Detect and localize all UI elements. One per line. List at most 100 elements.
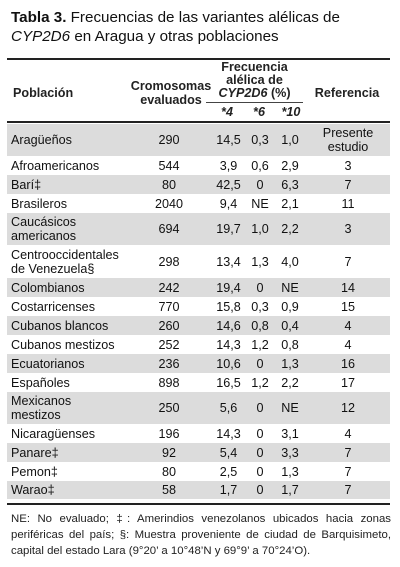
cell-cromosomas-text: 80	[161, 464, 176, 479]
cell-referencia: 16	[306, 354, 390, 373]
cell-poblacion: Afroamericanos	[7, 156, 127, 175]
cell-allele-6: 0	[246, 424, 274, 443]
cell-allele-4-text: 15,8	[216, 299, 241, 314]
cell-allele-10: 3,3	[274, 443, 306, 462]
cell-poblacion: Costarricenses	[7, 297, 127, 316]
title-text-before: Frecuencias de las variantes alélicas de	[66, 9, 340, 26]
cell-allele-10: 1,3	[274, 354, 306, 373]
cell-allele-6-text: 0	[256, 483, 264, 497]
cell-allele-10: 0,8	[274, 335, 306, 354]
cell-referencia: 7	[306, 462, 390, 481]
cell-allele-10-text: 0,4	[281, 318, 299, 333]
cell-allele-6-text: 0	[256, 177, 264, 192]
cell-allele-6: 0,8	[246, 316, 274, 335]
cell-allele-4-text: 10,6	[216, 356, 241, 371]
cell-poblacion-text: Españoles	[11, 375, 70, 390]
cell-poblacion-text: Colombianos	[11, 280, 85, 295]
cell-allele-4: 16,5	[211, 373, 246, 392]
cell-allele-4: 1,7	[211, 481, 246, 499]
cell-allele-4-text: 13,4	[216, 254, 241, 269]
header-cromosomas: Cromosomas evaluados	[130, 79, 212, 107]
cell-referencia-text: 3	[344, 222, 352, 236]
cell-poblacion-text: Aragüeños	[11, 133, 72, 147]
cell-cromosomas-text: 544	[158, 158, 180, 173]
table-row: Panare‡ 92 5,4 0 3,3 7	[7, 443, 390, 462]
cell-allele-6: 1,3	[246, 245, 274, 278]
cell-allele-10-text: 6,3	[281, 177, 299, 192]
cell-poblacion-text: Cubanos mestizos	[11, 337, 115, 352]
cell-referencia-text: 14	[340, 280, 355, 295]
cell-poblacion: Warao‡	[7, 481, 127, 499]
header-frecuencia-line3: CYP2D6 (%)	[206, 86, 303, 100]
cell-cromosomas-text: 898	[158, 375, 180, 390]
cell-allele-4: 42,5	[211, 175, 246, 194]
cell-cromosomas-text: 770	[158, 299, 180, 314]
cell-allele-4-text: 3,9	[219, 158, 238, 173]
cell-referencia: 4	[306, 335, 390, 354]
cell-referencia-text: 7	[344, 445, 352, 460]
cell-poblacion: Centrooccidentales de Venezuela§	[7, 245, 127, 278]
cell-cromosomas: 58	[127, 481, 211, 499]
cell-allele-6: 0,3	[246, 124, 274, 156]
cell-allele-4: 15,8	[211, 297, 246, 316]
cell-poblacion-text: Centrooccidentales de Venezuela§	[11, 247, 119, 276]
cell-allele-10-text: 2,2	[281, 375, 299, 390]
cell-allele-6-text: 1,2	[251, 375, 269, 390]
cell-cromosomas: 898	[127, 373, 211, 392]
cell-allele-6: 1,2	[246, 335, 274, 354]
cell-referencia-text: 4	[344, 426, 352, 441]
cell-allele-4: 14,5	[211, 124, 246, 156]
header-allele-10: *10	[281, 105, 301, 119]
table-row: Pemon‡ 80 2,5 0 1,3 7	[7, 462, 390, 481]
table-row: Nicaragüenses 196 14,3 0 3,1 4	[7, 424, 390, 443]
cell-allele-4-text: 2,5	[219, 464, 238, 479]
cell-allele-6: 0	[246, 443, 274, 462]
frequency-table: Aragüeños 290 14,5 0,3 1,0 Presente estudio Af…	[7, 124, 390, 499]
cell-allele-10: NE	[274, 278, 306, 297]
cell-allele-4: 14,6	[211, 316, 246, 335]
cell-cromosomas: 250	[127, 392, 211, 424]
table-body: Aragüeños 290 14,5 0,3 1,0 Presente estudio Af…	[7, 124, 390, 499]
cell-allele-10-text: 4,0	[281, 254, 299, 269]
cell-allele-6-text: 0	[256, 445, 264, 460]
cell-allele-10-text: NE	[281, 280, 299, 295]
cell-allele-10-text: 1,7	[281, 483, 299, 497]
cell-cromosomas-text: 694	[158, 222, 180, 236]
cell-referencia-text: Presente estudio	[322, 126, 374, 154]
cell-allele-6: 0	[246, 462, 274, 481]
cell-referencia-text: 11	[341, 196, 355, 211]
cell-referencia: 7	[306, 443, 390, 462]
cell-allele-10: 3,1	[274, 424, 306, 443]
cell-allele-10: 2,9	[274, 156, 306, 175]
cell-allele-6: 0	[246, 481, 274, 499]
cell-poblacion-text: Pemon‡	[11, 464, 58, 479]
cell-allele-4-text: 5,6	[219, 401, 238, 415]
cell-allele-4-text: 9,4	[219, 196, 238, 211]
cell-allele-6: 0	[246, 392, 274, 424]
cell-poblacion: Españoles	[7, 373, 127, 392]
cell-cromosomas-text: 298	[158, 254, 180, 269]
header-frecuencia-gene: CYP2D6	[218, 86, 268, 100]
title-text-after: en Aragua y otras poblaciones	[70, 28, 279, 45]
cell-allele-4-text: 19,7	[216, 222, 241, 236]
cell-poblacion: Mexicanos mestizos	[7, 392, 127, 424]
header-subrule	[206, 102, 303, 103]
cell-allele-10-text: 1,3	[281, 464, 299, 479]
cell-referencia: 17	[306, 373, 390, 392]
cell-referencia: 12	[306, 392, 390, 424]
header-allele-6: *6	[253, 105, 265, 119]
cell-allele-10-text: 3,3	[281, 445, 299, 460]
header-frecuencia-unit: (%)	[267, 86, 291, 100]
cell-cromosomas-text: 58	[161, 483, 176, 497]
title-gene: CYP2D6	[11, 28, 71, 45]
header-poblacion: Población	[13, 86, 74, 100]
cell-allele-6-text: 1,2	[251, 337, 269, 352]
cell-poblacion: Colombianos	[7, 278, 127, 297]
cell-poblacion: Panare‡	[7, 443, 127, 462]
cell-allele-6-text: NE	[251, 196, 269, 211]
cell-allele-4: 14,3	[211, 424, 246, 443]
cell-allele-6-text: 0	[256, 356, 264, 371]
table-row: Cubanos mestizos 252 14,3 1,2 0,8 4	[7, 335, 390, 354]
cell-allele-4-text: 5,4	[219, 445, 238, 460]
cell-cromosomas-text: 252	[158, 337, 180, 352]
